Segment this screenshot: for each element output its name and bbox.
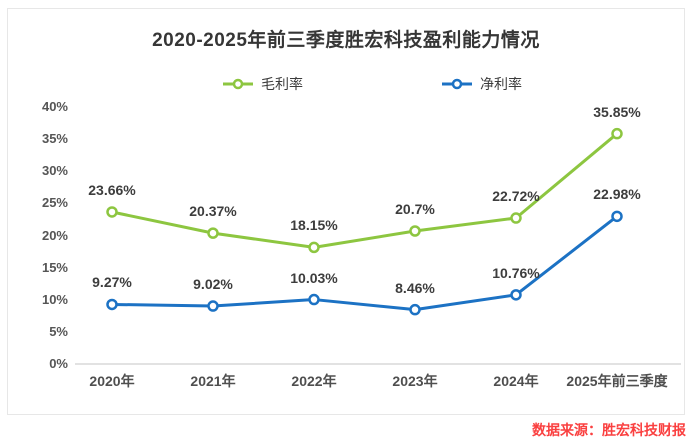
chart-title: 2020-2025年前三季度胜宏科技盈利能力情况	[152, 30, 540, 51]
chart-line-gross-margin	[110, 132, 619, 249]
data-point-net-margin[interactable]	[207, 300, 219, 312]
y-axis-tick-label: 40%	[41, 99, 68, 114]
y-axis-tick-label: 30%	[41, 163, 68, 179]
legend-label-gross-margin: 毛利率	[261, 76, 303, 92]
gross-margin-legend-marker-icon	[223, 78, 253, 90]
net-margin-legend-marker-icon	[442, 78, 472, 90]
legend-item-gross-margin[interactable]: 毛利率	[222, 74, 303, 94]
data-label-net-margin: 9.27%	[92, 274, 132, 291]
chart-legend: 毛利率 净利率	[26, 74, 692, 94]
data-point-gross-margin[interactable]	[409, 225, 421, 237]
data-label-gross-margin: 20.37%	[189, 203, 237, 220]
data-label-net-margin: 10.76%	[492, 264, 540, 281]
y-axis-tick-label: 10%	[41, 291, 68, 307]
data-point-gross-margin[interactable]	[308, 241, 320, 254]
data-point-gross-margin[interactable]	[510, 212, 522, 224]
y-axis-tick-label: 20%	[41, 227, 68, 243]
y-axis-tick-label: 5%	[49, 323, 68, 339]
x-axis-category-label: 2023年	[392, 373, 438, 389]
chart-line-net-margin	[110, 214, 619, 312]
data-label-gross-margin: 23.66%	[88, 181, 136, 198]
data-point-net-margin[interactable]	[510, 289, 522, 301]
data-label-net-margin: 8.46%	[395, 279, 435, 296]
data-point-gross-margin[interactable]	[106, 206, 118, 218]
data-point-net-margin[interactable]	[106, 298, 118, 311]
data-label-net-margin: 9.02%	[193, 276, 233, 293]
data-point-net-margin[interactable]	[611, 210, 623, 223]
chart-frame	[7, 8, 685, 415]
data-point-gross-margin[interactable]	[207, 227, 219, 239]
x-axis-category-label: 2020年	[89, 373, 135, 389]
legend-label-net-margin: 净利率	[480, 76, 522, 92]
x-axis-category-label: 2024年	[493, 373, 539, 389]
data-label-gross-margin: 20.7%	[395, 201, 435, 217]
legend-item-net-margin[interactable]: 净利率	[441, 74, 522, 94]
y-axis-tick-label: 0%	[49, 356, 68, 371]
data-point-net-margin[interactable]	[409, 303, 421, 316]
y-axis-tick-label: 15%	[41, 259, 68, 275]
data-label-net-margin: 10.03%	[290, 269, 338, 286]
data-source-note: 数据来源：胜宏科技财报	[532, 422, 686, 438]
data-label-gross-margin: 18.15%	[290, 217, 338, 234]
x-axis-category-label: 2025年前三季度	[566, 373, 668, 389]
y-axis-tick-label: 35%	[41, 131, 68, 147]
x-axis-category-label: 2022年	[291, 373, 337, 389]
x-axis-category-label: 2021年	[190, 373, 236, 389]
data-label-net-margin: 22.98%	[593, 186, 641, 203]
y-axis-tick-label: 25%	[41, 195, 68, 211]
data-label-gross-margin: 22.72%	[492, 188, 540, 205]
data-label-gross-margin: 35.85%	[593, 103, 641, 120]
data-point-gross-margin[interactable]	[611, 127, 623, 140]
data-point-net-margin[interactable]	[308, 293, 320, 306]
